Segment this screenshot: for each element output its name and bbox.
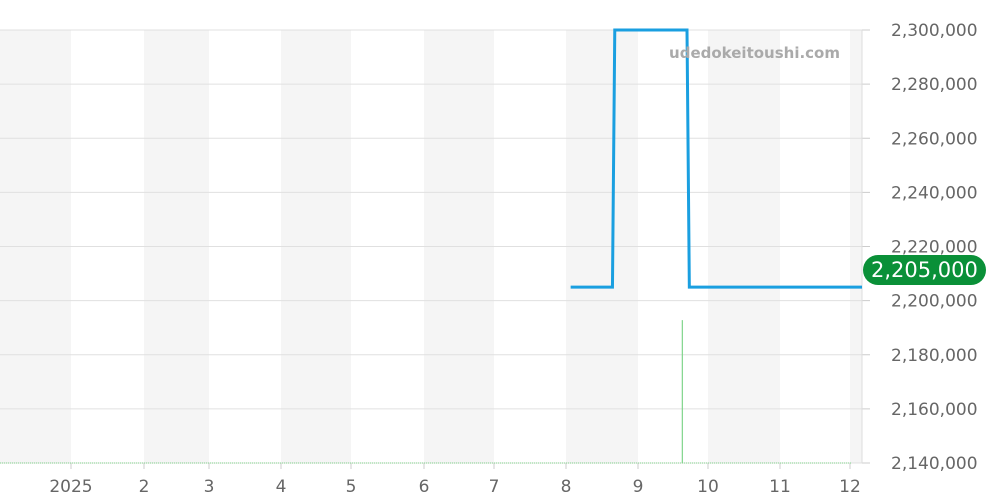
watermark: udedokeitoushi.com <box>669 44 840 62</box>
x-tick-label: 4 <box>276 477 287 497</box>
y-tick-label: 2,140,000 <box>891 454 978 474</box>
x-tick-label: 9 <box>633 477 644 497</box>
y-tick-label: 2,200,000 <box>891 292 978 312</box>
x-tick-label: 7 <box>489 477 500 497</box>
y-tick-label: 2,240,000 <box>891 183 978 203</box>
x-tick-label: 6 <box>419 477 430 497</box>
x-tick-label: 11 <box>769 477 791 497</box>
price-line <box>570 28 862 289</box>
y-tick-label: 2,260,000 <box>891 129 978 149</box>
y-tick-label: 2,160,000 <box>891 400 978 420</box>
x-tick-label: 2025 <box>49 477 92 497</box>
y-tick-label: 2,280,000 <box>891 75 978 95</box>
x-tick-label: 2 <box>139 477 150 497</box>
y-tick-label: 2,180,000 <box>891 346 978 366</box>
current-price-badge: 2,205,000 <box>863 255 986 286</box>
x-tick-label: 5 <box>346 477 357 497</box>
y-tick-label: 2,220,000 <box>891 238 978 258</box>
x-tick-label: 3 <box>204 477 215 497</box>
x-tick-label: 10 <box>697 477 719 497</box>
x-tick-label: 8 <box>561 477 572 497</box>
y-tick-label: 2,300,000 <box>891 21 978 41</box>
x-tick-label: 12 <box>839 477 861 497</box>
